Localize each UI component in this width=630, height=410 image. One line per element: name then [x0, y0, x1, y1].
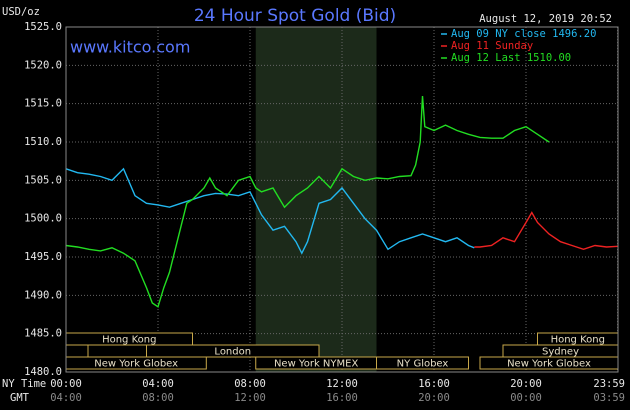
legend-label: Aug 09 NY close 1496.20: [451, 28, 596, 40]
session-label: New York Globex: [507, 359, 591, 370]
x2-tick-label: 04:00: [50, 392, 82, 404]
x-tick-label: 16:00: [418, 378, 450, 390]
x-tick-label: 20:00: [510, 378, 542, 390]
y-tick-label: 1485.0: [24, 328, 62, 340]
plot-frame: [65, 26, 619, 373]
session-label: NY Globex: [397, 359, 449, 370]
chart-title: 24 Hour Spot Gold (Bid): [194, 6, 396, 26]
x-tick-label: 00:00: [50, 378, 82, 390]
y-tick-label: 1480.0: [24, 366, 62, 378]
site-label: www.kitco.com: [70, 38, 190, 57]
x2-axis-label: GMT: [10, 392, 30, 404]
shaded-region: [255, 27, 377, 372]
x2-tick-label: 03:59: [593, 392, 625, 404]
y-tick-label: 1510.0: [24, 136, 62, 148]
timestamp: August 12, 2019 20:52: [479, 13, 612, 25]
legend-label: Aug 11 Sunday: [451, 40, 533, 52]
x2-tick-label: 16:00: [326, 392, 358, 404]
session-label: Sydney: [542, 347, 579, 358]
x2-tick-label: 12:00: [234, 392, 266, 404]
session-box: [146, 344, 320, 358]
session-label: Hong Kong: [551, 335, 605, 346]
x2-tick-label: 08:00: [142, 392, 174, 404]
x2-tick-label: 20:00: [418, 392, 450, 404]
x-axis-label: NY Time: [2, 378, 46, 390]
legend-label: Aug 12 Last 1510.00: [451, 52, 571, 64]
session-label: London: [214, 347, 251, 358]
session-label: New York Globex: [94, 359, 178, 370]
price-line: [65, 167, 475, 255]
x-tick-label: 12:00: [326, 378, 358, 390]
price-line: [65, 95, 550, 308]
session-label: New York NYMEX: [274, 359, 359, 370]
y-axis-label: USD/oz: [2, 6, 40, 18]
price-line: [474, 211, 619, 251]
x-tick-label: 08:00: [234, 378, 266, 390]
session-box: [376, 356, 469, 370]
y-tick-label: 1490.0: [24, 289, 62, 301]
y-tick-label: 1515.0: [24, 98, 62, 110]
y-tick-label: 1525.0: [24, 21, 62, 33]
x-tick-label: 23:59: [593, 378, 625, 390]
y-tick-label: 1520.0: [24, 59, 62, 71]
y-tick-label: 1500.0: [24, 213, 62, 225]
x2-tick-label: 00:00: [510, 392, 542, 404]
session-box: [65, 344, 89, 358]
y-tick-label: 1495.0: [24, 251, 62, 263]
x-tick-label: 04:00: [142, 378, 174, 390]
session-label: Hong Kong: [102, 335, 156, 346]
y-tick-label: 1505.0: [24, 174, 62, 186]
